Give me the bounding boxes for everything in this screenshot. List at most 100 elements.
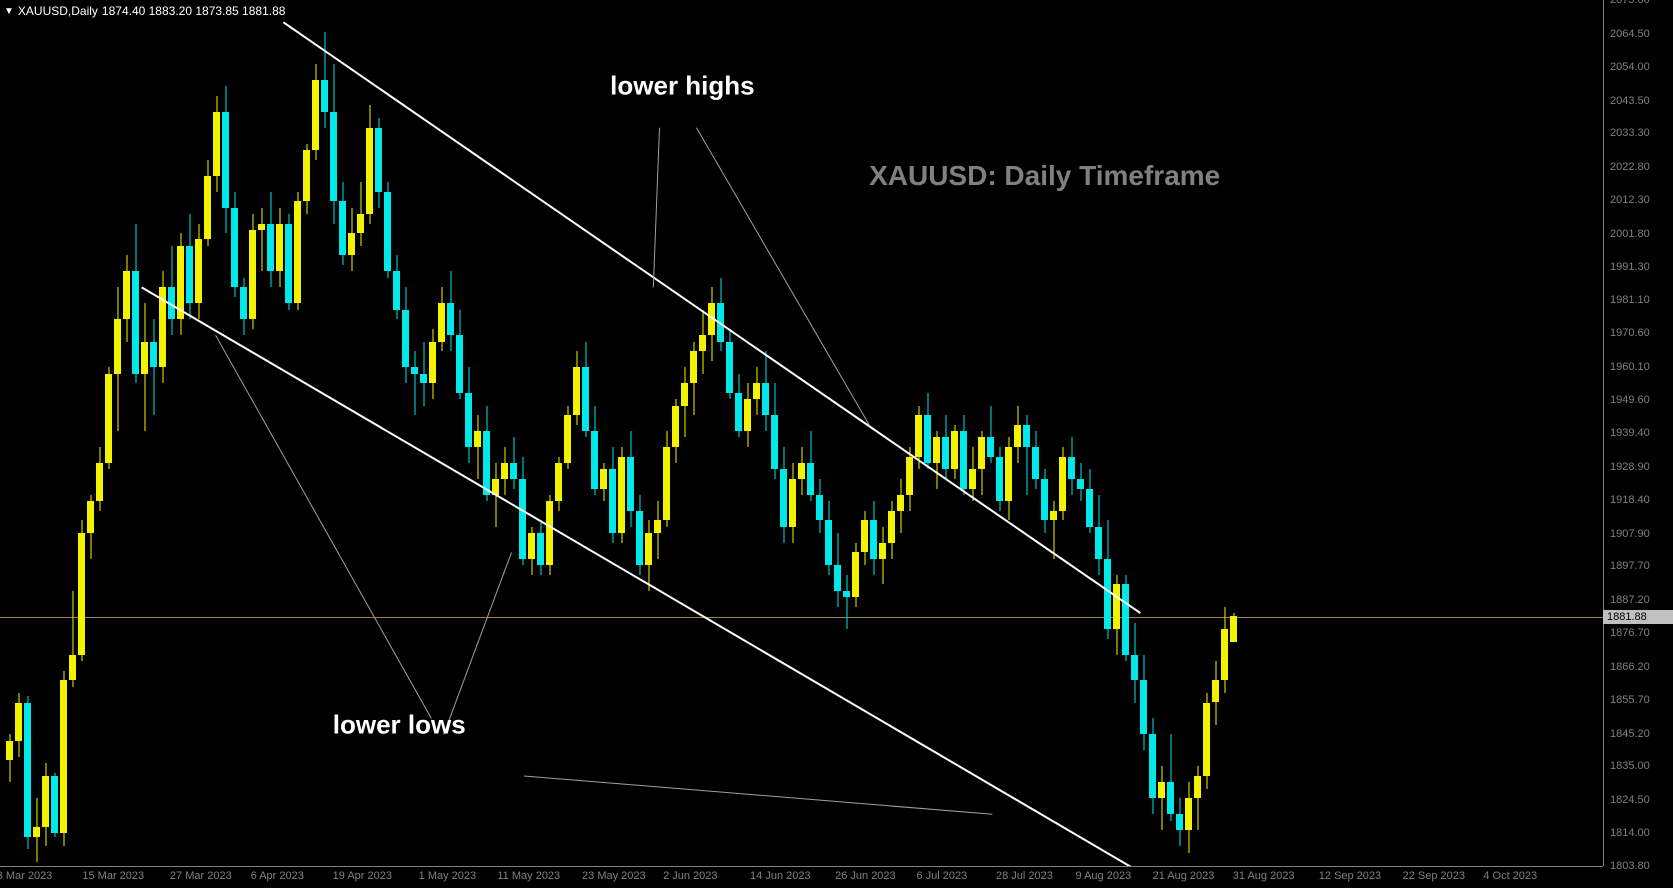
price-tick-label: 1814.00 (1610, 827, 1650, 839)
candle (771, 0, 778, 866)
candle (618, 0, 625, 866)
price-tick-label: 2043.50 (1610, 95, 1650, 107)
candle (1167, 0, 1174, 866)
price-tick-label: 1887.20 (1610, 594, 1650, 606)
candle (312, 0, 319, 866)
candle (60, 0, 67, 866)
candle (735, 0, 742, 866)
candle (1131, 0, 1138, 866)
chart-plot-area[interactable]: lower highs lower lows XAUUSD: Daily Tim… (0, 0, 1603, 866)
candle (1014, 0, 1021, 866)
candle (186, 0, 193, 866)
candle (294, 0, 301, 866)
candle (1185, 0, 1192, 866)
candle (861, 0, 868, 866)
candle (168, 0, 175, 866)
candle (1041, 0, 1048, 866)
candle (798, 0, 805, 866)
time-tick-label: 14 Jun 2023 (750, 870, 811, 882)
price-tick-label: 1907.90 (1610, 528, 1650, 540)
candle (474, 0, 481, 866)
watermark-text: XAUUSD: Daily Timeframe (869, 160, 1220, 192)
chart-header: ▼ XAUUSD,Daily 1874.40 1883.20 1873.85 1… (4, 4, 285, 18)
candle (870, 0, 877, 866)
candle (852, 0, 859, 866)
candle (96, 0, 103, 866)
time-tick-label: 31 Aug 2023 (1233, 870, 1295, 882)
annotation-lower-lows: lower lows (333, 709, 466, 740)
time-tick-label: 28 Jul 2023 (996, 870, 1053, 882)
price-tick-label: 1939.40 (1610, 427, 1650, 439)
candle (1149, 0, 1156, 866)
candle (141, 0, 148, 866)
candle (564, 0, 571, 866)
candle (213, 0, 220, 866)
time-tick-label: 11 May 2023 (497, 870, 560, 882)
candle (1113, 0, 1120, 866)
time-axis: 3 Mar 202315 Mar 202327 Mar 20236 Apr 20… (0, 866, 1603, 888)
candle (960, 0, 967, 866)
candle (645, 0, 652, 866)
candle (1176, 0, 1183, 866)
price-tick-label: 1970.60 (1610, 327, 1650, 339)
price-tick-label: 1835.00 (1610, 760, 1650, 772)
candle (690, 0, 697, 866)
candle (888, 0, 895, 866)
candle (519, 0, 526, 866)
price-tick-label: 2075.00 (1610, 0, 1650, 6)
candle (321, 0, 328, 866)
candle (816, 0, 823, 866)
candle (501, 0, 508, 866)
time-tick-label: 23 May 2023 (582, 870, 646, 882)
candle (573, 0, 580, 866)
time-tick-label: 12 Sep 2023 (1319, 870, 1381, 882)
candle (609, 0, 616, 866)
price-tick-label: 1803.80 (1610, 860, 1650, 872)
candle (1221, 0, 1228, 866)
candle (465, 0, 472, 866)
price-tick-label: 1845.20 (1610, 728, 1650, 740)
candle (33, 0, 40, 866)
candle (1005, 0, 1012, 866)
candle (150, 0, 157, 866)
candle (69, 0, 76, 866)
candle (1095, 0, 1102, 866)
candle (555, 0, 562, 866)
candle (1122, 0, 1129, 866)
price-tick-label: 1897.70 (1610, 560, 1650, 572)
price-tick-label: 2022.80 (1610, 161, 1650, 173)
price-tick-label: 2033.30 (1610, 127, 1650, 139)
candle (906, 0, 913, 866)
price-tick-label: 2064.50 (1610, 28, 1650, 40)
time-tick-label: 22 Sep 2023 (1403, 870, 1465, 882)
candle (708, 0, 715, 866)
price-axis: 1881.88 2075.002064.502054.002043.502033… (1603, 0, 1673, 866)
candle (780, 0, 787, 866)
candle (78, 0, 85, 866)
price-tick-label: 1960.10 (1610, 361, 1650, 373)
price-tick-label: 2001.80 (1610, 228, 1650, 240)
candle (582, 0, 589, 866)
candle (1194, 0, 1201, 866)
candle (492, 0, 499, 866)
candle (303, 0, 310, 866)
candle (924, 0, 931, 866)
price-tick-label: 1949.60 (1610, 394, 1650, 406)
candle (87, 0, 94, 866)
candle (654, 0, 661, 866)
candle (726, 0, 733, 866)
candle (15, 0, 22, 866)
chart-container: ▼ XAUUSD,Daily 1874.40 1883.20 1873.85 1… (0, 0, 1673, 888)
candle (51, 0, 58, 866)
time-tick-label: 4 Oct 2023 (1483, 870, 1537, 882)
candle (1158, 0, 1165, 866)
candle (285, 0, 292, 866)
candle (591, 0, 598, 866)
candle (1230, 0, 1237, 866)
candle (879, 0, 886, 866)
candle (1086, 0, 1093, 866)
price-tick-label: 1928.90 (1610, 461, 1650, 473)
candle (546, 0, 553, 866)
dropdown-triangle-icon: ▼ (4, 6, 14, 17)
candle (240, 0, 247, 866)
